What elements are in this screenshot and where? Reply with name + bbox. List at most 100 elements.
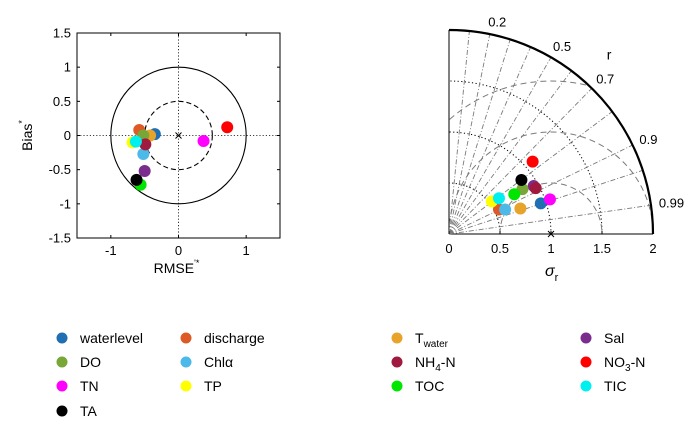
taylor-corr-ray-0.1 [448, 30, 470, 235]
legend-marker-TOC [391, 380, 403, 392]
taylor-outer-arc [448, 28, 655, 235]
taylor-rms-group [449, 80, 653, 234]
taylor-point-Twater [514, 202, 527, 215]
legend-item-TA: TA [56, 403, 98, 419]
legend-label-TA: TA [80, 403, 98, 419]
taylor-corr-ray-0.99 [448, 204, 652, 235]
taylor-diagram: 0.2 0.5 0.7 0.9 0.99 r 0 0.5 1 1.5 2 σr [445, 14, 684, 284]
legend-item-waterlevel: waterlevel [56, 330, 143, 346]
taylor-corr-label: 0.99 [659, 196, 684, 211]
taylor-corr-ray-0.4 [448, 46, 532, 235]
target-xtick-label: -1 [105, 243, 117, 258]
taylor-corr-ray-0.3 [448, 39, 511, 235]
taylor-corr-ray-0.2 [448, 34, 491, 235]
taylor-corr-ray-0.6 [448, 70, 572, 235]
taylor-corr-label: 0.5 [553, 39, 571, 54]
taylor-std-arc-0.5 [448, 182, 501, 235]
legend-label-NO3-N: NO3-N [604, 354, 645, 374]
legend: waterlevel discharge Twater Sal DO Chlα NH4-N N… [56, 330, 645, 419]
taylor-std-tick-label: 0.5 [491, 241, 509, 256]
legend-item-NH4-N: NH4-N [391, 354, 456, 374]
legend-item-Chla: Chlα [180, 354, 233, 370]
legend-item-TP: TP [180, 378, 222, 394]
target-diagram: -1 0 1 -1.5 -1 -0.5 0 0.5 1 1.5 RMSE'* Bias* [17, 26, 281, 276]
legend-label-TIC: TIC [604, 378, 627, 394]
target-point-Sal [138, 165, 151, 178]
legend-item-Twater: Twater [391, 330, 449, 350]
target-point-NH4-N [139, 138, 152, 151]
target-ytick-label: 0 [64, 128, 71, 143]
taylor-corr-ray-0.5 [448, 57, 552, 235]
legend-marker-discharge [180, 332, 192, 344]
taylor-point-TA [515, 173, 528, 186]
legend-label-TOC: TOC [415, 378, 444, 394]
target-point-TIC [129, 135, 142, 148]
legend-label-Chla: Chlα [204, 354, 233, 370]
legend-label-discharge: discharge [204, 330, 265, 346]
target-ytick-label: 1.5 [53, 26, 71, 41]
legend-label-NH4-N: NH4-N [415, 354, 456, 374]
legend-label-Twater: Twater [415, 330, 449, 350]
taylor-corr-label: 0.2 [488, 14, 506, 29]
taylor-x-axis-label: σr [545, 263, 559, 284]
target-ytick-label: -1.5 [49, 231, 71, 246]
taylor-corr-ray-0.7 [448, 87, 593, 235]
taylor-corr-ray-0.8 [448, 111, 613, 235]
legend-marker-waterlevel [56, 332, 68, 344]
legend-item-TOC: TOC [391, 378, 444, 394]
taylor-corr-label: 0.9 [639, 132, 657, 147]
target-ytick-label: -1 [59, 196, 71, 211]
target-x-axis-label: RMSE'* [154, 258, 200, 276]
legend-item-TIC: TIC [580, 378, 627, 394]
taylor-std-arc-1 [448, 131, 552, 235]
taylor-corr-label: 0.7 [596, 72, 614, 87]
legend-marker-DO [56, 356, 68, 368]
legend-label-DO: DO [80, 354, 101, 370]
target-ytick-label: 0.5 [53, 94, 71, 109]
legend-item-DO: DO [56, 354, 101, 370]
taylor-std-arc-1.5 [448, 80, 603, 235]
legend-label-TP: TP [204, 378, 222, 394]
taylor-point-NH4-N [529, 182, 542, 195]
target-xtick-label: 0 [175, 243, 182, 258]
target-circle-1 [110, 66, 247, 205]
taylor-std-tick-label: 1 [547, 241, 554, 256]
target-point-TA [130, 173, 143, 186]
legend-label-Sal: Sal [604, 330, 624, 346]
legend-marker-Sal [580, 332, 592, 344]
taylor-corr-axis-label: r [607, 46, 612, 62]
legend-marker-TN [56, 380, 68, 392]
target-reference-marker [175, 132, 182, 139]
taylor-reference-marker [547, 230, 555, 238]
target-xtick-label: 1 [243, 243, 250, 258]
legend-label-waterlevel: waterlevel [79, 330, 143, 346]
legend-marker-NO3-N [580, 356, 592, 368]
taylor-point-waterlevel [534, 197, 547, 210]
legend-marker-TP [180, 380, 192, 392]
legend-marker-Twater [391, 332, 403, 344]
taylor-std-tick-label: 0 [445, 241, 452, 256]
legend-item-NO3-N: NO3-N [580, 354, 645, 374]
legend-item-TN: TN [56, 378, 99, 394]
legend-item-discharge: discharge [180, 330, 265, 346]
taylor-point-Chla [499, 203, 512, 216]
legend-marker-TIC [580, 380, 592, 392]
taylor-point-TN [543, 193, 556, 206]
legend-label-TN: TN [80, 378, 99, 394]
taylor-point-TOC [508, 188, 521, 201]
target-point-NO3-N [221, 121, 234, 134]
taylor-rms-circle-1.5 [449, 80, 653, 234]
taylor-std-tick-label: 1.5 [593, 241, 611, 256]
taylor-std-tick-label: 2 [649, 241, 656, 256]
legend-marker-Chla [180, 356, 192, 368]
target-ytick-label: 1 [64, 60, 71, 75]
taylor-point-NO3-N [526, 155, 539, 168]
taylor-point-TIC [492, 192, 505, 205]
legend-marker-NH4-N [391, 356, 403, 368]
target-ytick-label: -0.5 [49, 162, 71, 177]
target-point-Chla [137, 147, 150, 160]
target-point-TN [197, 134, 210, 147]
legend-marker-TA [56, 405, 68, 417]
legend-item-Sal: Sal [580, 330, 624, 346]
